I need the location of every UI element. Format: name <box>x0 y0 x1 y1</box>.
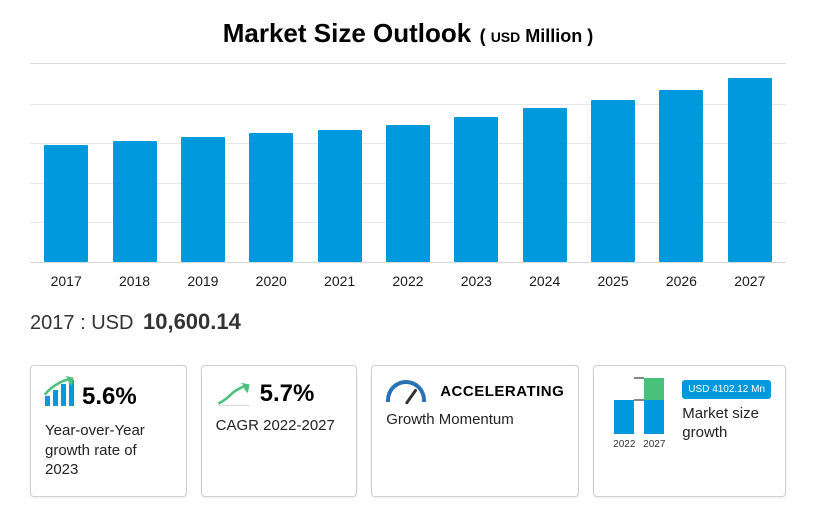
value-callout: 2017 : USD 10,600.14 <box>30 309 786 335</box>
xlabel-2017: 2017 <box>44 273 88 289</box>
arrow-up-icon <box>43 374 77 400</box>
yoy-label: Year-over-Year growth rate of 2023 <box>45 421 172 480</box>
card-cagr: 5.7% CAGR 2022-2027 <box>201 365 358 497</box>
bar-2022 <box>386 125 430 263</box>
callout-currency: USD <box>91 312 133 334</box>
xlabel-2023: 2023 <box>454 273 498 289</box>
bar-2018 <box>113 141 157 262</box>
bar-chart <box>30 63 786 263</box>
mini-bar-chart: 2022 2027 <box>608 380 672 450</box>
bar-2017 <box>44 145 88 262</box>
xlabel-2022: 2022 <box>386 273 430 289</box>
title-main: Market Size Outlook <box>223 18 472 48</box>
bar-2024 <box>523 108 567 262</box>
bar-2019 <box>181 137 225 262</box>
mini-connector <box>634 399 644 401</box>
yoy-value: 5.6% <box>82 383 137 411</box>
summary-cards: 5.6% Year-over-Year growth rate of 2023 … <box>30 365 786 497</box>
bar-2020 <box>249 133 293 262</box>
card-momentum: ACCELERATING Growth Momentum <box>371 365 579 497</box>
gauge-icon <box>386 380 426 402</box>
growth-badge: USD 4102.12 Mn <box>682 380 771 399</box>
xlabel-2024: 2024 <box>523 273 567 289</box>
title-unit: ( USD Million ) <box>480 26 594 46</box>
cagr-label: CAGR 2022-2027 <box>216 416 343 436</box>
momentum-label: Growth Momentum <box>386 410 564 430</box>
line-growth-icon <box>216 381 252 407</box>
callout-year: 2017 <box>30 312 75 334</box>
xlabel-2027: 2027 <box>728 273 772 289</box>
bar-2027 <box>728 78 772 262</box>
mini-bar-2022 <box>614 400 634 434</box>
momentum-value: ACCELERATING <box>440 383 564 400</box>
x-axis-labels: 2017 2018 2019 2020 2021 2022 2023 2024 2025 2026… <box>40 273 776 289</box>
bar-2025 <box>591 100 635 262</box>
growth-label: Market size growth <box>682 405 771 443</box>
card-market-size-growth: 2022 2027 USD 4102.12 Mn Market size gro… <box>593 365 786 497</box>
cagr-value: 5.7% <box>260 380 315 408</box>
bar-2023 <box>454 117 498 262</box>
xlabel-2019: 2019 <box>181 273 225 289</box>
mini-connector <box>634 377 644 379</box>
callout-value: 10,600.14 <box>143 309 241 334</box>
xlabel-2026: 2026 <box>659 273 703 289</box>
xlabel-2021: 2021 <box>318 273 362 289</box>
bars-container <box>40 64 776 262</box>
card-yoy: 5.6% Year-over-Year growth rate of 2023 <box>30 365 187 497</box>
chart-title: Market Size Outlook ( USD Million ) <box>30 18 786 49</box>
bar-2021 <box>318 130 362 262</box>
mini-x-2027: 2027 <box>642 439 666 450</box>
xlabel-2020: 2020 <box>249 273 293 289</box>
mini-bar-2027 <box>644 378 664 434</box>
bar-2026 <box>659 90 703 262</box>
mini-x-2022: 2022 <box>612 439 636 450</box>
xlabel-2018: 2018 <box>113 273 157 289</box>
xlabel-2025: 2025 <box>591 273 635 289</box>
